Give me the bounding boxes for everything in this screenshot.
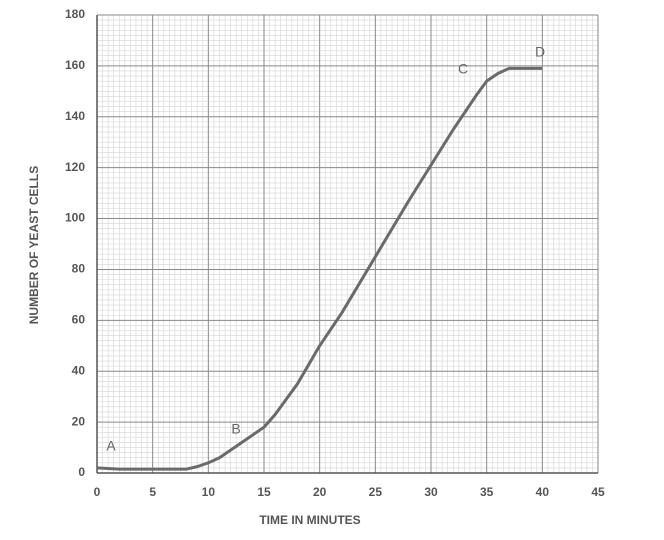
x-tick-label: 20 [313,485,327,499]
y-axis-label: NUMBER OF YEAST CELLS [27,166,41,324]
y-tick-label: 80 [72,262,86,276]
x-tick-label: 30 [424,485,438,499]
major-grid [96,14,599,474]
y-tick-label: 20 [72,414,86,428]
y-tick-label: 60 [72,313,86,327]
x-tick-label: 0 [94,485,101,499]
y-tick-label: 140 [65,109,85,123]
x-tick-label: 5 [149,485,156,499]
x-tick-label: 25 [369,485,383,499]
y-tick-label: 0 [78,465,85,479]
x-tick-label: 40 [536,485,550,499]
annotation: D [535,44,545,60]
y-tick-label: 100 [65,211,85,225]
y-tick-label: 180 [65,7,85,21]
x-tick-label: 45 [591,485,605,499]
y-tick-label: 40 [72,363,86,377]
minor-grid [97,15,598,473]
x-tick-label: 10 [202,485,216,499]
annotation: B [231,421,240,437]
x-tick-label: 35 [480,485,494,499]
data-line [96,66,543,471]
y-tick-label: 120 [65,160,85,174]
x-tick-label: 15 [257,485,271,499]
annotation: A [106,438,116,454]
y-tick-label: 160 [65,58,85,72]
x-axis-label: TIME IN MINUTES [259,513,360,527]
annotation: C [458,61,468,77]
